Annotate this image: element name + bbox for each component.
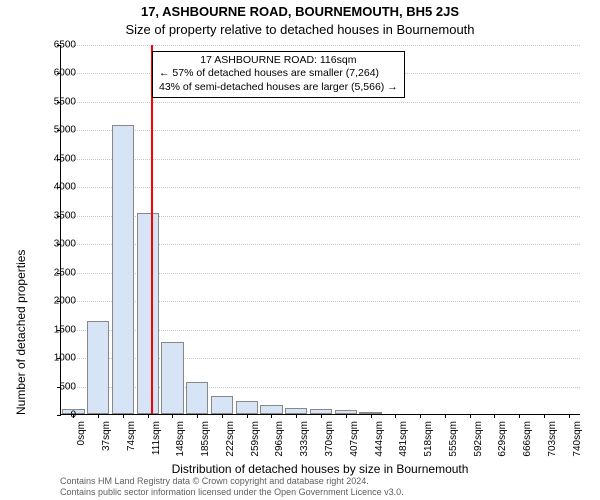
histogram-bar (260, 405, 282, 414)
ytick-label: 1500 (26, 324, 76, 335)
xtick-mark (148, 414, 149, 418)
page-title-subtitle: Size of property relative to detached ho… (0, 22, 600, 37)
histogram-bar (186, 382, 208, 414)
xtick-mark (321, 414, 322, 418)
annotation-line-3: 43% of semi-detached houses are larger (… (159, 81, 398, 95)
xtick-mark (569, 414, 570, 418)
xtick-label: 148sqm (175, 421, 186, 461)
xtick-mark (445, 414, 446, 418)
xtick-mark (346, 414, 347, 418)
ytick-label: 4500 (26, 153, 76, 164)
xtick-mark (519, 414, 520, 418)
ytick-label: 6000 (26, 68, 76, 79)
xtick-mark (222, 414, 223, 418)
xtick-mark (371, 414, 372, 418)
ytick-label: 5000 (26, 125, 76, 136)
xtick-label: 444sqm (374, 421, 385, 461)
annotation-box: 17 ASHBOURNE ROAD: 116sqm← 57% of detach… (152, 51, 405, 98)
xtick-mark (494, 414, 495, 418)
histogram-bar (137, 213, 159, 415)
x-axis-label: Distribution of detached houses by size … (60, 462, 580, 476)
xtick-mark (247, 414, 248, 418)
gridline (61, 102, 580, 103)
xtick-label: 629sqm (497, 421, 508, 461)
page-title-address: 17, ASHBOURNE ROAD, BOURNEMOUTH, BH5 2JS (0, 4, 600, 19)
xtick-mark (172, 414, 173, 418)
footer-line-1: Contains HM Land Registry data © Crown c… (60, 476, 580, 487)
gridline (61, 159, 580, 160)
xtick-label: 333sqm (299, 421, 310, 461)
ytick-label: 3000 (26, 239, 76, 250)
ytick-label: 2000 (26, 296, 76, 307)
xtick-mark (395, 414, 396, 418)
xtick-label: 370sqm (324, 421, 335, 461)
xtick-label: 259sqm (250, 421, 261, 461)
xtick-mark (98, 414, 99, 418)
xtick-label: 0sqm (76, 421, 87, 461)
xtick-label: 111sqm (151, 421, 162, 461)
xtick-mark (296, 414, 297, 418)
xtick-label: 666sqm (522, 421, 533, 461)
ytick-label: 500 (26, 381, 76, 392)
xtick-label: 740sqm (572, 421, 583, 461)
xtick-mark (420, 414, 421, 418)
xtick-label: 592sqm (473, 421, 484, 461)
ytick-label: 6500 (26, 40, 76, 51)
chart-plot-area: 17 ASHBOURNE ROAD: 116sqm← 57% of detach… (60, 45, 580, 415)
gridline (61, 45, 580, 46)
xtick-label: 222sqm (225, 421, 236, 461)
xtick-label: 481sqm (398, 421, 409, 461)
ytick-label: 5500 (26, 96, 76, 107)
xtick-mark (470, 414, 471, 418)
ytick-label: 2500 (26, 267, 76, 278)
gridline (61, 187, 580, 188)
histogram-bar (236, 401, 258, 414)
histogram-bar (161, 342, 183, 414)
xtick-label: 74sqm (126, 421, 137, 461)
footer-attribution: Contains HM Land Registry data © Crown c… (60, 476, 580, 498)
footer-line-2: Contains public sector information licen… (60, 487, 580, 498)
xtick-label: 518sqm (423, 421, 434, 461)
ytick-label: 0 (26, 410, 76, 421)
xtick-label: 37sqm (101, 421, 112, 461)
xtick-label: 185sqm (200, 421, 211, 461)
ytick-label: 1000 (26, 353, 76, 364)
gridline (61, 130, 580, 131)
xtick-label: 703sqm (547, 421, 558, 461)
xtick-label: 407sqm (349, 421, 360, 461)
histogram-bar (87, 321, 109, 414)
ytick-label: 4000 (26, 182, 76, 193)
annotation-line-1: 17 ASHBOURNE ROAD: 116sqm (159, 54, 398, 68)
xtick-label: 555sqm (448, 421, 459, 461)
xtick-label: 296sqm (274, 421, 285, 461)
annotation-line-2: ← 57% of detached houses are smaller (7,… (159, 67, 398, 81)
xtick-mark (544, 414, 545, 418)
xtick-mark (197, 414, 198, 418)
histogram-bar (112, 125, 134, 414)
marker-line (151, 45, 153, 414)
histogram-bar (211, 396, 233, 414)
xtick-mark (123, 414, 124, 418)
xtick-mark (271, 414, 272, 418)
ytick-label: 3500 (26, 210, 76, 221)
